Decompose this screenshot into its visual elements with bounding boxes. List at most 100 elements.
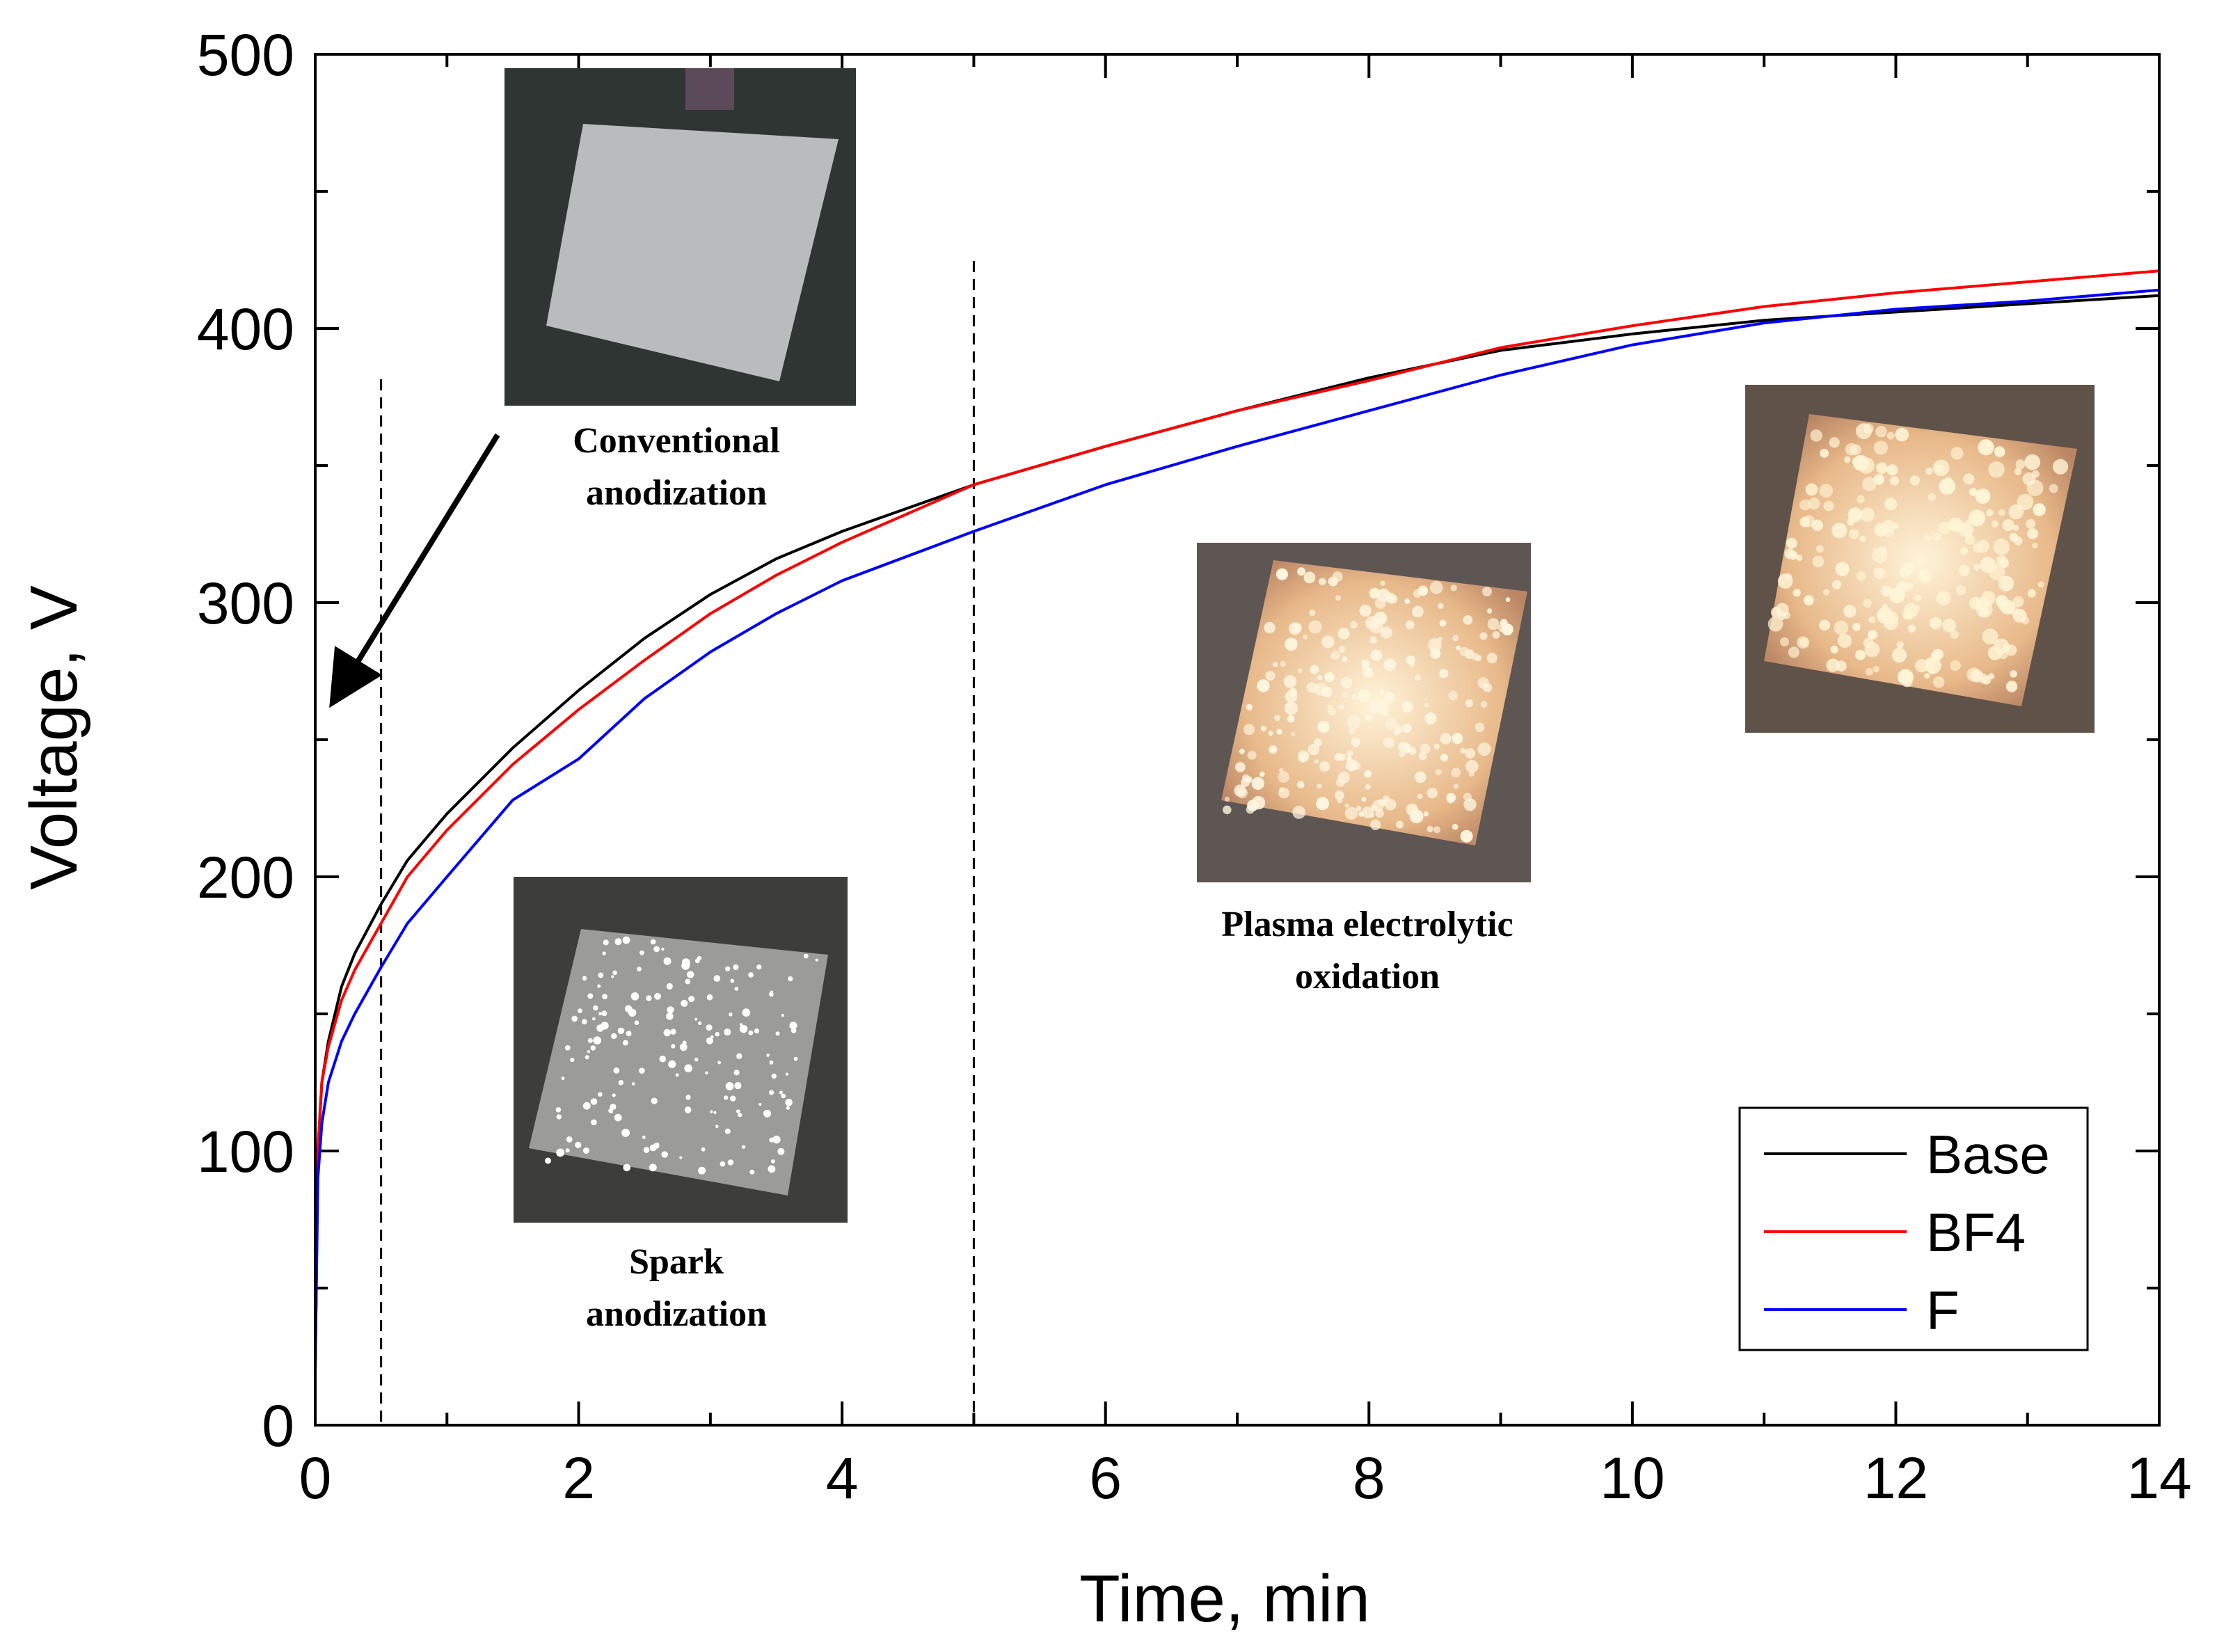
spark-dot — [611, 975, 614, 978]
discharge-spot — [1855, 649, 1866, 660]
caption-conventional: Conventional anodization — [573, 421, 780, 513]
spark-dot — [565, 1045, 571, 1051]
discharge-spot — [1247, 750, 1257, 760]
spark-dot — [643, 1147, 650, 1153]
photo-conventional — [504, 68, 856, 406]
discharge-spot — [1358, 811, 1364, 817]
discharge-spot — [1835, 562, 1850, 576]
discharge-spot — [1863, 598, 1872, 608]
discharge-spot — [1914, 605, 1920, 611]
spark-dot — [786, 1106, 790, 1110]
discharge-spot — [2010, 606, 2019, 616]
spark-dot — [724, 1128, 731, 1134]
spark-dot — [668, 1060, 676, 1068]
discharge-spot — [1452, 733, 1463, 745]
spark-dot — [779, 1090, 783, 1095]
discharge-spot — [1321, 635, 1335, 649]
discharge-spot — [1463, 798, 1477, 811]
spark-dot — [733, 964, 739, 970]
spark-dot — [771, 1073, 777, 1079]
spark-dot — [705, 1071, 708, 1074]
discharge-spot — [1378, 799, 1383, 804]
spark-dot — [614, 938, 622, 946]
legend-label-base: Base — [1926, 1124, 2050, 1185]
discharge-spot — [1969, 488, 1978, 496]
discharge-spot — [1915, 659, 1929, 673]
discharge-spot — [1936, 591, 1950, 605]
discharge-spot — [1328, 708, 1336, 715]
spark-dot — [632, 1082, 635, 1086]
discharge-spot — [1938, 521, 1951, 534]
discharge-spot — [1342, 692, 1348, 699]
spark-dot — [622, 1040, 628, 1046]
discharge-spot — [1492, 630, 1500, 639]
discharge-spot — [2021, 617, 2030, 625]
spark-dot — [670, 1028, 676, 1035]
spark-dot — [710, 1035, 714, 1039]
spark-dot — [681, 1045, 687, 1051]
discharge-spot — [2022, 472, 2036, 486]
discharge-spot — [1863, 637, 1874, 649]
discharge-spot — [1357, 689, 1371, 703]
spark-dot — [736, 1053, 742, 1060]
discharge-spot — [1995, 595, 2008, 608]
discharge-spot — [1899, 566, 1911, 578]
discharge-spot — [1297, 567, 1306, 576]
y-tick-label: 0 — [262, 1393, 294, 1459]
spark-dot — [587, 993, 594, 999]
spark-dot — [768, 1165, 776, 1173]
discharge-spot — [1424, 712, 1437, 724]
discharge-spot — [1340, 676, 1353, 689]
discharge-spot — [1380, 580, 1385, 586]
discharge-spot — [1260, 771, 1265, 777]
discharge-spot — [2024, 454, 2040, 470]
discharge-spot — [1815, 545, 1824, 553]
discharge-spot — [1439, 619, 1447, 627]
discharge-spot — [2008, 504, 2024, 520]
spark-dot — [694, 1017, 698, 1021]
spark-dot — [655, 1143, 660, 1146]
spark-dot — [621, 1028, 625, 1032]
discharge-spot — [1831, 523, 1848, 539]
spark-dot — [742, 1008, 751, 1017]
discharge-spot — [1268, 731, 1273, 736]
discharge-spot — [1453, 784, 1459, 789]
discharge-spot — [1317, 784, 1322, 789]
discharge-spot — [1346, 750, 1353, 757]
discharge-spot — [1966, 667, 1981, 682]
spark-dot — [598, 972, 604, 978]
discharge-spot — [1812, 555, 1824, 568]
discharge-spot — [1844, 456, 1851, 463]
series-line-bf4 — [314, 269, 2161, 1372]
discharge-spot — [1405, 620, 1415, 630]
discharge-spot — [1849, 528, 1859, 539]
discharge-spot — [1914, 594, 1921, 602]
discharge-spot — [1347, 715, 1361, 729]
spark-dot — [626, 1031, 632, 1037]
discharge-spot — [1978, 439, 1994, 456]
discharge-spot — [1873, 440, 1888, 455]
discharge-spot — [1257, 679, 1270, 692]
spark-dot — [785, 1072, 788, 1076]
discharge-spot — [1440, 754, 1448, 762]
caption-conventional-line2: anodization — [586, 473, 767, 513]
discharge-spot — [1378, 699, 1390, 709]
discharge-spot — [1994, 446, 2005, 458]
spark-dot — [637, 967, 642, 971]
discharge-spot — [1975, 489, 1991, 504]
discharge-spot — [1896, 641, 1904, 649]
discharge-spot — [1886, 431, 1895, 440]
discharge-spot — [1958, 522, 1973, 538]
spark-dot — [578, 1008, 582, 1013]
discharge-spot — [1465, 760, 1479, 773]
discharge-spot — [1361, 797, 1367, 802]
spark-dot — [612, 1093, 616, 1097]
discharge-spot — [1960, 547, 1968, 555]
discharge-spot — [1370, 649, 1383, 661]
spark-dot — [622, 936, 630, 944]
discharge-spot — [1868, 630, 1877, 640]
discharge-spot — [1251, 795, 1266, 810]
discharge-spot — [1223, 805, 1232, 815]
x-tick-label: 6 — [1089, 1445, 1122, 1511]
discharge-spot — [1423, 811, 1429, 817]
